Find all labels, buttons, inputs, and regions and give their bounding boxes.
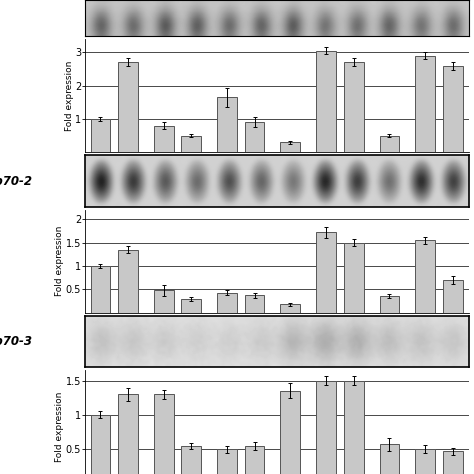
Y-axis label: Fold expression: Fold expression [55,226,64,296]
Bar [443,451,463,474]
Bar [118,394,138,474]
Bar [380,296,400,313]
Y-axis label: hsp70-2: hsp70-2 [0,174,33,188]
Bar [118,63,138,152]
Bar [217,449,237,474]
Bar [182,299,201,313]
Bar [217,292,237,313]
Bar [281,391,300,474]
Bar [91,266,110,313]
Y-axis label: hsp70-3: hsp70-3 [0,335,33,348]
Bar [281,304,300,313]
Bar [316,232,336,313]
Bar [217,97,237,152]
Bar [245,295,264,313]
Bar [281,142,300,152]
Bar [344,243,364,313]
Y-axis label: Fold expression: Fold expression [64,61,73,131]
Bar [415,240,435,313]
Bar [182,446,201,474]
Bar [154,126,173,152]
Bar [316,51,336,152]
Bar [91,415,110,474]
Bar [415,449,435,474]
Bar [344,63,364,152]
Bar [182,136,201,152]
Bar [154,290,173,313]
Bar [154,394,173,474]
Bar [245,122,264,152]
Bar [443,66,463,152]
Bar [91,119,110,152]
Bar [380,136,400,152]
Bar [380,445,400,474]
Bar [245,446,264,474]
Bar [316,381,336,474]
Bar [344,381,364,474]
Bar [443,280,463,313]
Y-axis label: Fold expression: Fold expression [55,392,64,462]
Bar [415,56,435,152]
Bar [118,250,138,313]
